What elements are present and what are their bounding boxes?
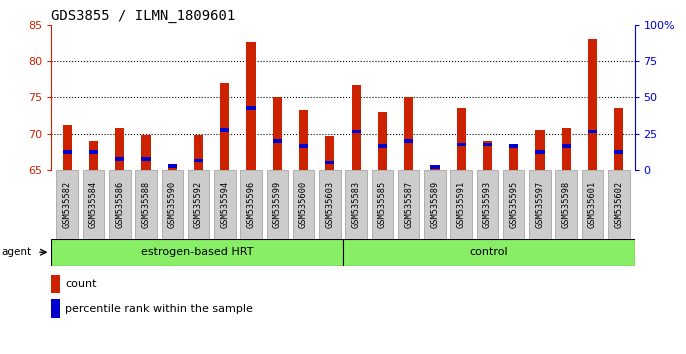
Text: GSM535588: GSM535588 [141,181,150,228]
Bar [214,170,235,239]
Bar [430,165,440,169]
Text: GSM535587: GSM535587 [404,181,413,228]
Text: GSM535602: GSM535602 [614,181,624,228]
Bar [503,170,525,239]
Bar [220,128,229,132]
Text: GSM535585: GSM535585 [378,181,387,228]
Text: GSM535592: GSM535592 [194,181,203,228]
Bar [457,108,466,170]
Bar [451,170,472,239]
Bar [351,130,361,133]
Text: GDS3855 / ILMN_1809601: GDS3855 / ILMN_1809601 [51,9,236,23]
Bar [51,275,60,293]
Bar [398,170,419,239]
Bar [325,161,335,165]
Bar [424,170,446,239]
Text: GSM535593: GSM535593 [483,181,492,228]
Text: GSM535601: GSM535601 [588,181,597,228]
Bar [299,110,308,170]
Text: GSM535595: GSM535595 [509,181,518,228]
Text: GSM535603: GSM535603 [325,181,334,228]
Bar [273,97,282,170]
Bar [529,170,551,239]
Bar [562,128,571,170]
Bar [115,128,124,170]
Bar [141,135,151,170]
Bar [477,170,498,239]
Text: GSM535586: GSM535586 [115,181,124,228]
Bar [62,125,72,170]
Text: control: control [469,247,508,257]
Bar [509,144,519,148]
Bar [345,170,367,239]
Text: GSM535594: GSM535594 [220,181,229,228]
Bar [299,144,308,148]
Bar [343,239,635,266]
Text: GSM535582: GSM535582 [62,181,72,228]
Bar [194,159,203,162]
Bar [556,170,577,239]
Bar [51,299,60,318]
Text: estrogen-based HRT: estrogen-based HRT [141,247,253,257]
Bar [141,157,151,161]
Text: GSM535597: GSM535597 [536,181,545,228]
Bar [246,107,256,110]
Bar [614,108,624,170]
Text: percentile rank within the sample: percentile rank within the sample [65,304,253,314]
Bar [273,139,282,143]
Bar [267,170,288,239]
Bar [325,136,335,170]
Bar [56,170,78,239]
Bar [220,83,229,170]
Text: GSM535598: GSM535598 [562,181,571,228]
Bar [89,150,98,154]
Bar [62,150,72,154]
Bar [51,239,343,266]
Bar [188,170,209,239]
Bar [115,157,124,161]
Text: count: count [65,279,97,289]
Bar [582,170,603,239]
Bar [109,170,130,239]
Text: GSM535600: GSM535600 [299,181,308,228]
Text: GSM535590: GSM535590 [168,181,177,228]
Bar [167,168,177,170]
Bar [535,130,545,170]
Bar [378,144,387,148]
Bar [562,144,571,148]
Bar [351,85,361,170]
Bar [588,39,597,170]
Text: GSM535589: GSM535589 [430,181,440,228]
Bar [83,170,104,239]
Bar [135,170,157,239]
Bar [246,42,256,170]
Bar [194,135,203,170]
Bar [608,170,630,239]
Text: GSM535591: GSM535591 [457,181,466,228]
Text: agent: agent [1,247,32,257]
Bar [430,168,440,170]
Bar [378,112,387,170]
Bar [167,165,177,168]
Text: GSM535599: GSM535599 [273,181,282,228]
Bar [588,130,597,133]
Bar [535,150,545,154]
Bar [404,97,413,170]
Bar [614,150,624,154]
Bar [372,170,393,239]
Text: GSM535583: GSM535583 [352,181,361,228]
Bar [293,170,314,239]
Bar [483,143,492,146]
Bar [404,139,413,143]
Bar [457,143,466,146]
Bar [89,141,98,170]
Bar [161,170,183,239]
Bar [319,170,341,239]
Bar [240,170,262,239]
Bar [483,141,492,170]
Text: GSM535596: GSM535596 [246,181,256,228]
Bar [509,144,519,170]
Text: GSM535584: GSM535584 [89,181,98,228]
